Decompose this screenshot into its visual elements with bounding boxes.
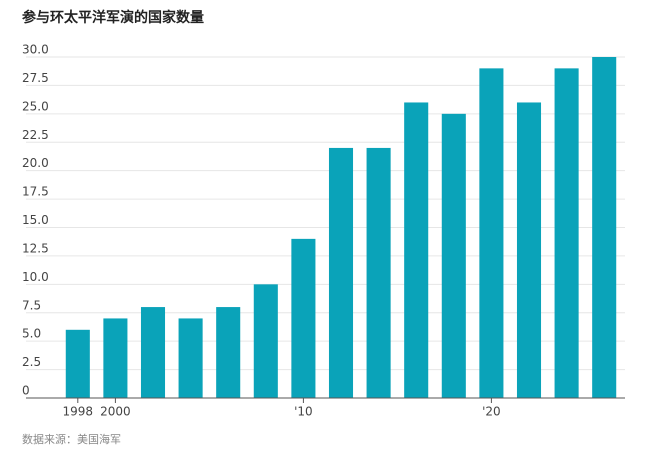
bar — [216, 307, 241, 398]
bar — [366, 147, 391, 398]
bar — [140, 307, 166, 398]
y-tick-label: 27.5 — [22, 71, 49, 85]
x-tick-label: 2000 — [100, 405, 131, 419]
y-tick-label: 12.5 — [22, 241, 49, 255]
x-tick-label: '10 — [294, 405, 313, 419]
y-tick-label: 22.5 — [22, 128, 49, 142]
bar — [328, 147, 354, 398]
chart-title: 参与环太平洋军演的国家数量 — [22, 9, 204, 26]
y-tick-label: 2.5 — [22, 355, 41, 369]
y-tick-label: 17.5 — [22, 185, 49, 199]
y-tick-label: 0 — [22, 384, 30, 398]
y-tick-label: 15.0 — [22, 213, 49, 227]
y-tick-label: 30.0 — [22, 43, 49, 57]
source-note: 数据来源：美国海军 — [22, 432, 121, 446]
bar — [103, 318, 128, 398]
bar — [404, 102, 429, 398]
x-tick-label: 1998 — [63, 405, 94, 419]
y-tick-label: 25.0 — [22, 99, 49, 113]
bar — [592, 57, 617, 398]
y-tick-label: 20.0 — [22, 156, 49, 170]
bar — [253, 284, 278, 398]
x-tick-label: '20 — [482, 405, 501, 419]
bar — [178, 318, 203, 398]
bar — [291, 238, 316, 398]
y-tick-label: 7.5 — [22, 298, 41, 312]
bar — [441, 113, 466, 398]
bar — [516, 102, 542, 398]
bar — [554, 68, 579, 398]
bar — [479, 68, 504, 398]
bar — [65, 329, 90, 398]
y-tick-label: 5.0 — [22, 327, 41, 341]
y-tick-label: 10.0 — [22, 270, 49, 284]
